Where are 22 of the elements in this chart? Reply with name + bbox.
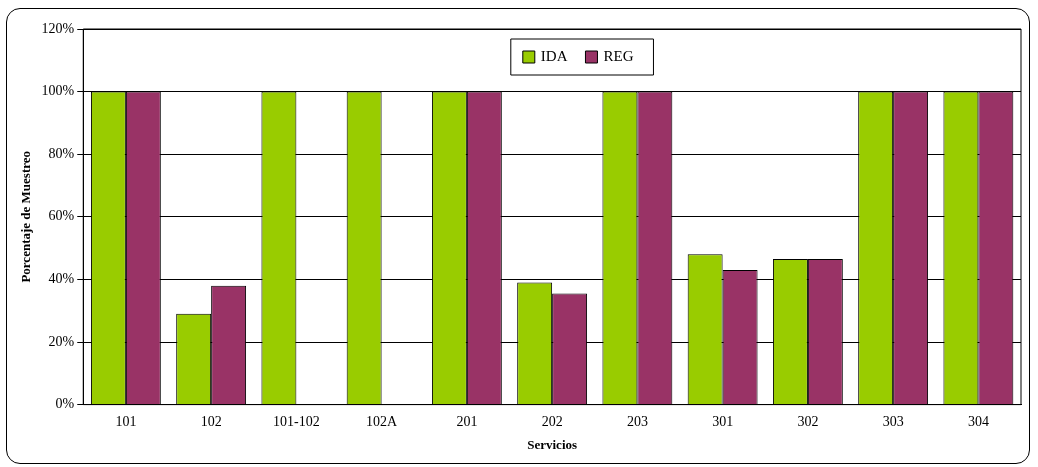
y-axis-title: Porcentaje de Muestreo (18, 150, 34, 283)
y-tick-label: 120% (41, 20, 75, 36)
y-tick-label: 60% (48, 208, 75, 224)
x-tick-label: 101-102 (273, 413, 320, 429)
y-tick-label: 40% (48, 271, 75, 287)
legend-label: REG (603, 47, 634, 64)
y-tick-label: 20% (48, 333, 75, 349)
x-tick-label: 203 (626, 413, 648, 429)
y-tick-label: 80% (48, 145, 75, 161)
x-tick-label: 202 (541, 413, 563, 429)
x-axis-title: Servicios (527, 436, 578, 452)
x-tick-label: 304 (967, 413, 989, 429)
x-tick-label: 102A (366, 413, 399, 429)
x-tick-label: 201 (456, 413, 478, 429)
x-tick-label: 303 (882, 413, 904, 429)
y-tick-label: 100% (41, 83, 75, 99)
x-tick-label: 301 (712, 413, 734, 429)
y-tick-label: 0% (55, 396, 75, 412)
legend-label: IDA (540, 47, 568, 64)
x-tick-label: 101 (115, 413, 137, 429)
x-tick-label: 102 (200, 413, 222, 429)
x-tick-label: 302 (797, 413, 819, 429)
